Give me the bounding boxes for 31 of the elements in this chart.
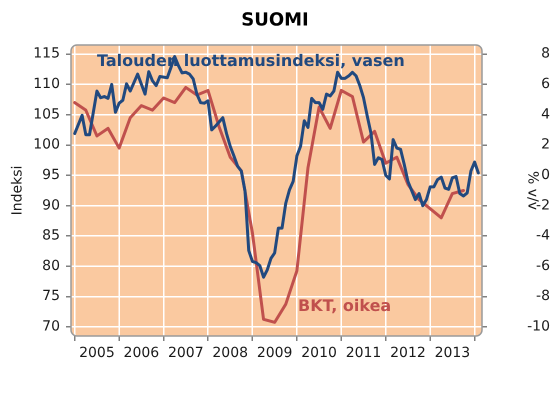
- x-tick-label: 2005: [79, 345, 115, 362]
- y-axis-title: Indeksi: [10, 166, 26, 216]
- x-tick-label: 2010: [301, 345, 337, 362]
- x-tick-label: 2006: [124, 345, 160, 362]
- y2-tick-label: -8: [536, 288, 550, 304]
- y2-tick-label: 2: [541, 136, 550, 153]
- y2-tick-label: -2: [536, 197, 550, 214]
- y2-tick-label: 0: [541, 166, 550, 183]
- y2-tick-label: 4: [541, 106, 550, 122]
- y2-tick-label: -4: [536, 228, 550, 244]
- y2-tick-label: 6: [541, 76, 550, 92]
- chart-title: SUOMI: [241, 9, 309, 30]
- x-tick-label: 2009: [256, 345, 292, 362]
- y2-tick-label: -10: [527, 318, 550, 335]
- y-tick-label: 105: [33, 106, 60, 122]
- y-tick-label: 95: [42, 166, 60, 183]
- y-tick-label: 90: [42, 197, 60, 214]
- y-tick-label: 85: [42, 228, 60, 244]
- x-tick-label: 2007: [168, 345, 204, 362]
- y2-tick-label: -6: [536, 258, 550, 274]
- y-tick-label: 100: [33, 136, 60, 153]
- y-tick-label: 110: [33, 76, 60, 92]
- x-tick-label: 2008: [212, 345, 248, 362]
- x-tick-label: 2012: [390, 345, 426, 362]
- x-tick-label: 2013: [434, 345, 470, 362]
- y-tick-label: 70: [42, 318, 60, 335]
- x-tick-label: 2011: [346, 345, 382, 362]
- y-tick-label: 115: [33, 46, 60, 62]
- y-tick-label: 75: [42, 288, 60, 304]
- y-tick-label: 80: [42, 258, 60, 274]
- y2-tick-label: 8: [541, 46, 550, 62]
